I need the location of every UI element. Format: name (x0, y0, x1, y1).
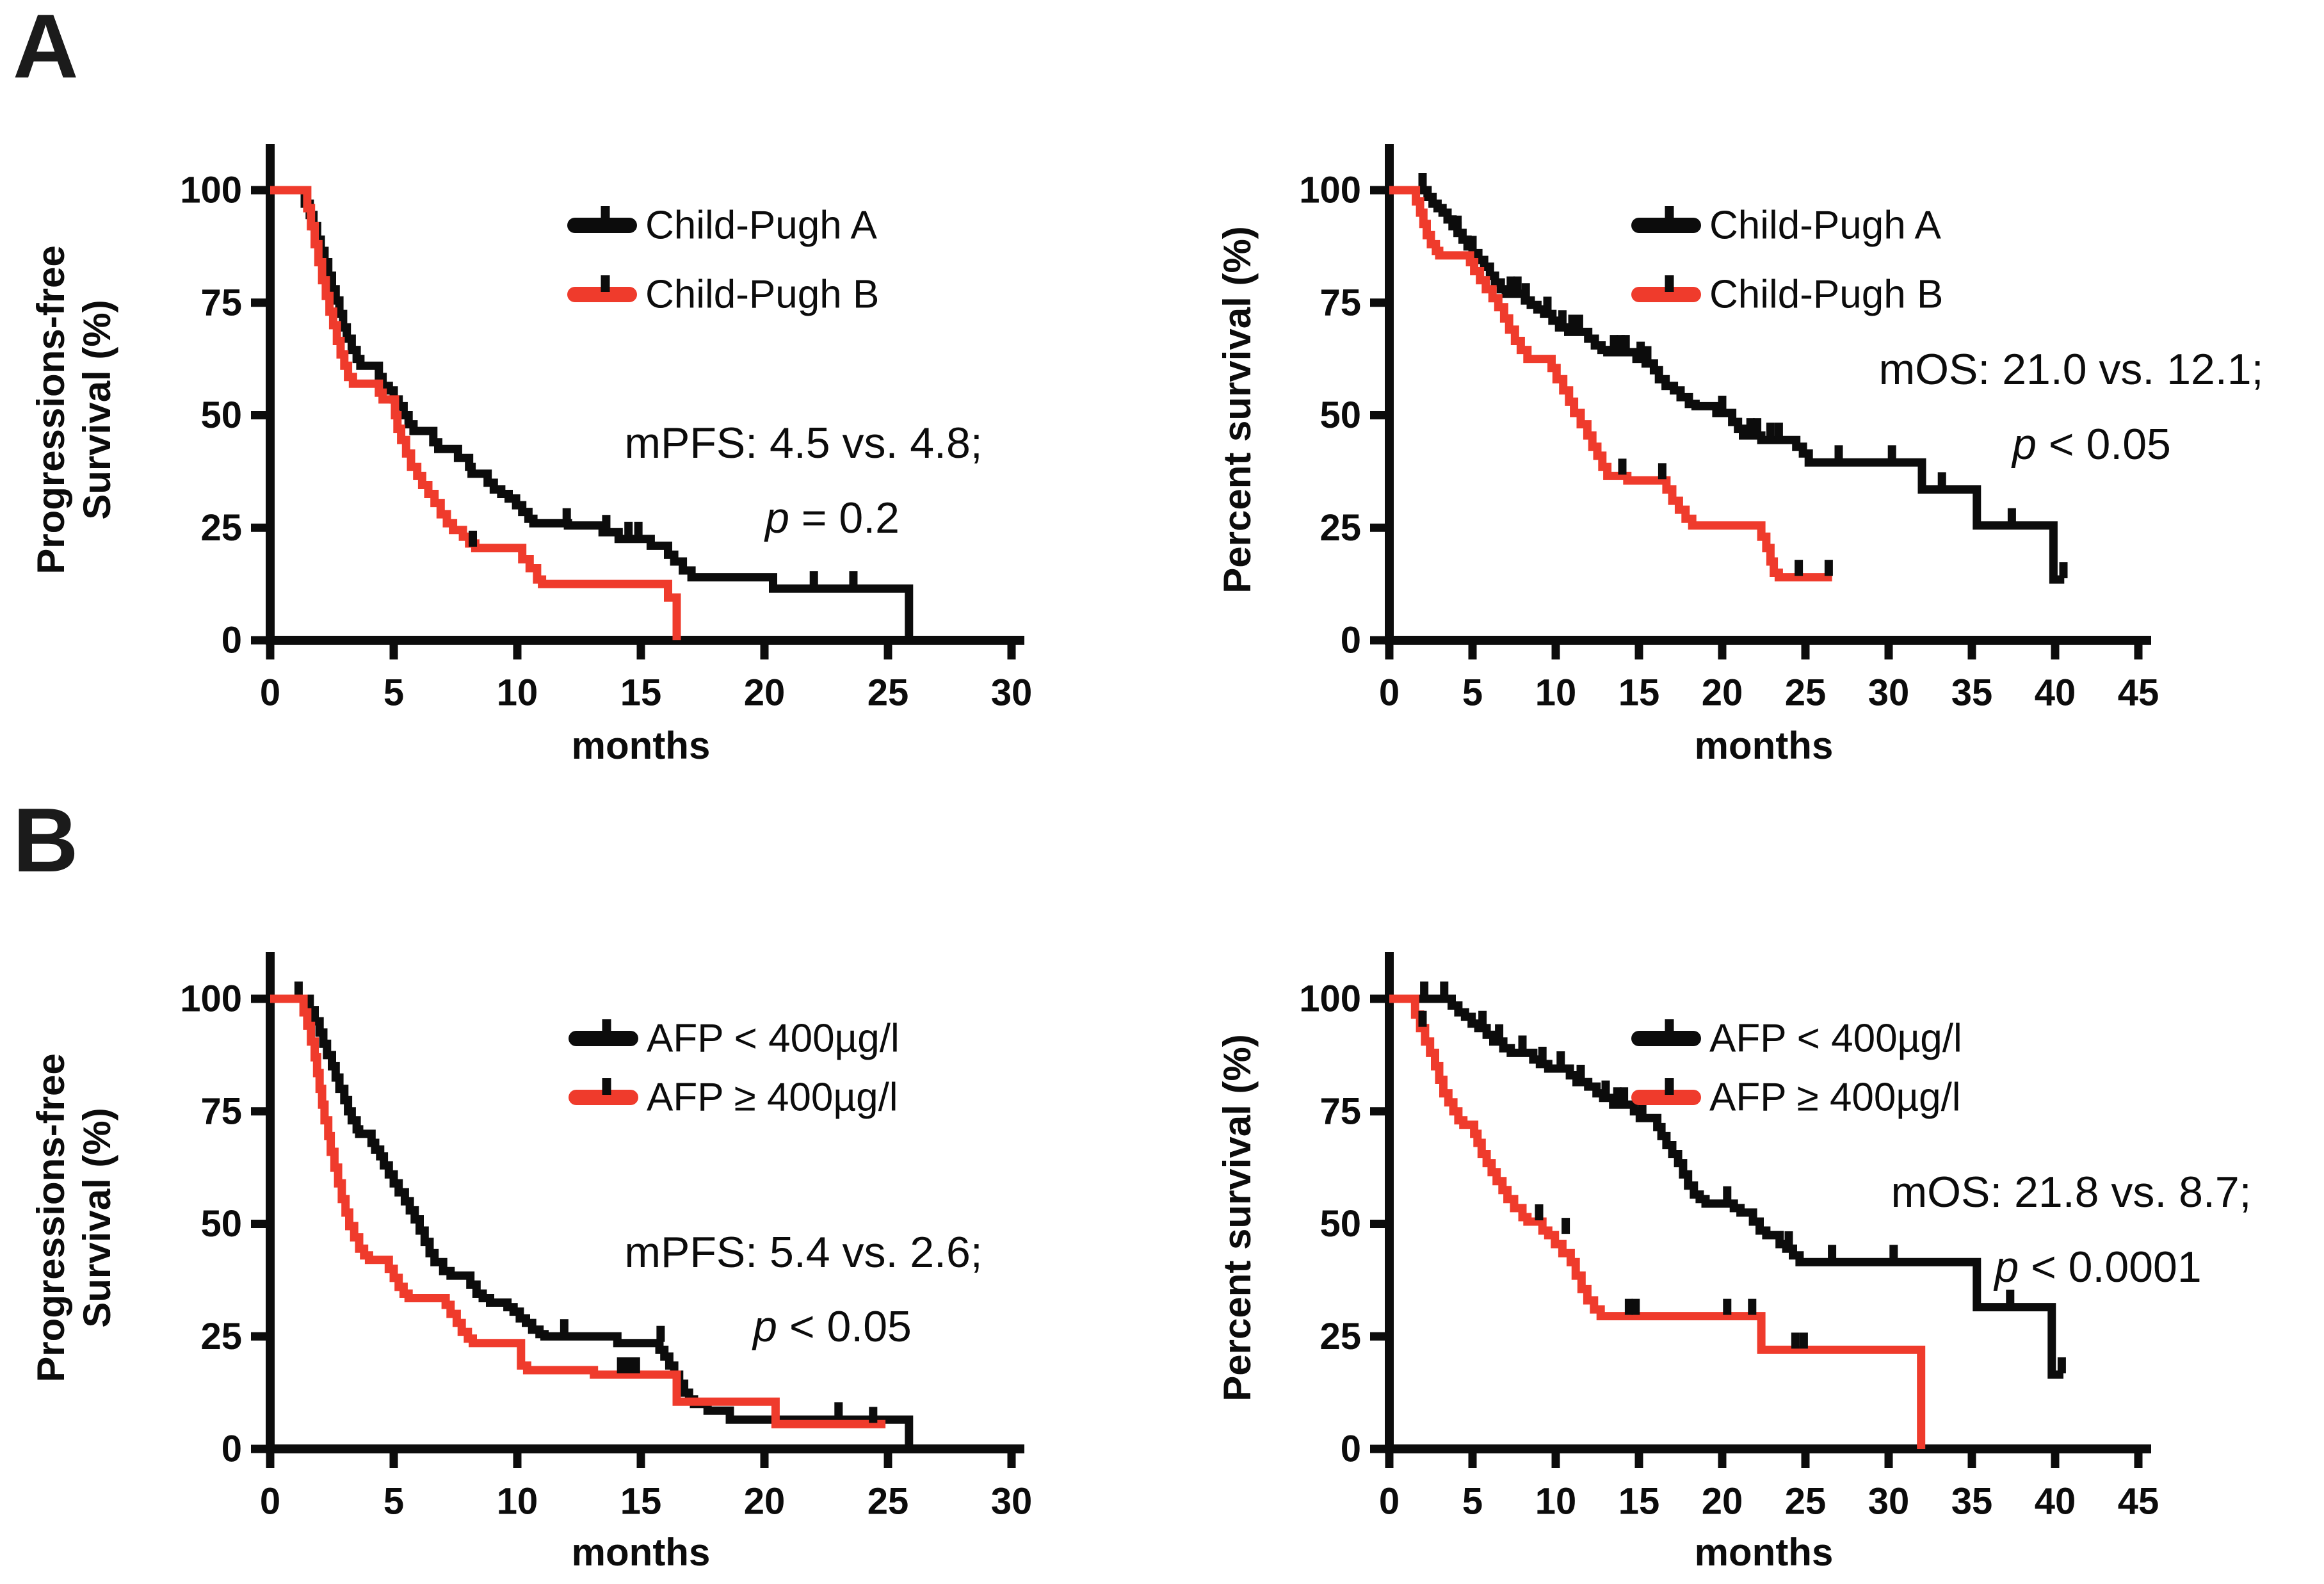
x-tick-label: 15 (620, 1481, 662, 1523)
y-tick-label: 50 (200, 1203, 242, 1245)
y-tick-label: 100 (180, 170, 242, 211)
legend-label: Child-Pugh B (1709, 273, 1943, 317)
x-tick-label: 5 (1462, 672, 1483, 714)
x-tick-label: 5 (1462, 1481, 1483, 1523)
y-tick-label: 50 (200, 394, 242, 436)
x-tick-label: 20 (1702, 672, 1743, 714)
panel-a-os-chart: 0 5 10 15 20 25 30 35 40 45 0 25 50 75 100 months Percen… (1162, 0, 2324, 792)
x-tick-label: 30 (1868, 1481, 1910, 1523)
km-curve-child-pugh-a (270, 186, 914, 640)
x-tick-label: 15 (1618, 1481, 1660, 1523)
y-axis-title: Survival (%) (76, 300, 118, 519)
km-curve-child-pugh-a (1389, 186, 2065, 584)
y-tick-label: 0 (222, 1428, 242, 1470)
legend-label: Child-Pugh A (1709, 204, 1942, 248)
stat-annotation-line2: p < 0.0001 (1993, 1243, 2201, 1291)
y-axis-title: Survival (%) (76, 1108, 118, 1327)
x-axis-title: months (572, 724, 711, 767)
y-tick-label: 25 (200, 1316, 242, 1357)
x-tick-label: 0 (1379, 672, 1400, 714)
y-tick-label: 75 (200, 1090, 242, 1132)
panel-b-label: B (13, 789, 79, 891)
x-axis-title: months (572, 1531, 711, 1574)
x-tick-label: 10 (497, 1481, 538, 1523)
km-chart-b-os-afp: 0 5 10 15 20 25 30 35 40 45 0 25 50 75 100 months Percen… (1216, 952, 2252, 1574)
x-tick-label: 45 (2118, 1481, 2159, 1523)
legend-label: AFP < 400µg/l (1709, 1017, 1962, 1061)
stat-annotation-line1: mOS: 21.0 vs. 12.1; (1879, 345, 2264, 394)
km-curve-afp-400-g-l (270, 994, 886, 1428)
x-tick-label: 20 (744, 1481, 786, 1523)
legend-label: Child-Pugh B (645, 273, 879, 317)
y-tick-label: 25 (1319, 1316, 1361, 1357)
stat-annotation-line1: mOS: 21.8 vs. 8.7; (1891, 1168, 2251, 1216)
y-tick-label: 75 (200, 282, 242, 323)
x-axis-title: months (1695, 724, 1834, 767)
x-tick-label: 30 (1868, 672, 1910, 714)
km-curve-afp-400-g-l (270, 994, 914, 1449)
x-tick-label: 40 (2035, 1481, 2076, 1523)
y-tick-label: 100 (180, 978, 242, 1020)
x-tick-label: 35 (1951, 672, 1993, 714)
x-tick-label: 10 (1535, 672, 1577, 714)
x-tick-label: 25 (867, 672, 909, 714)
y-axis-title: Progressions-free (29, 245, 72, 574)
x-tick-label: 25 (1785, 672, 1827, 714)
stat-annotation-line2: p < 0.05 (752, 1302, 912, 1351)
panel-b-pfs-chart: 0 5 10 15 20 25 30 0 25 50 75 100 months Progressions… (0, 792, 1162, 1584)
legend-label: Child-Pugh A (645, 204, 878, 248)
km-chart-b-pfs-afp: 0 5 10 15 20 25 30 0 25 50 75 100 months Progressions… (29, 952, 1033, 1574)
y-tick-label: 75 (1319, 1090, 1361, 1132)
km-curve-afp-400-g-l (1389, 994, 1926, 1449)
x-tick-label: 15 (1618, 672, 1660, 714)
x-tick-label: 5 (383, 672, 404, 714)
y-axis-title: Percent survival (%) (1216, 1034, 1259, 1402)
legend-label: AFP ≥ 400µg/l (647, 1076, 898, 1120)
y-tick-label: 50 (1319, 394, 1361, 436)
x-tick-label: 40 (2035, 672, 2076, 714)
y-tick-label: 75 (1319, 282, 1361, 323)
y-tick-label: 0 (222, 620, 242, 661)
km-chart-a-pfs-childpugh: 0 5 10 15 20 25 30 0 25 50 75 100 months Progressions… (29, 144, 1033, 767)
y-tick-label: 0 (1341, 620, 1361, 661)
km-curve-child-pugh-b (1389, 186, 1832, 582)
x-tick-label: 10 (497, 672, 538, 714)
panel-b-os-chart: 0 5 10 15 20 25 30 35 40 45 0 25 50 75 100 months Percen… (1162, 792, 2324, 1584)
km-curve-afp-400-g-l (1389, 994, 2063, 1379)
y-tick-label: 0 (1341, 1428, 1361, 1470)
x-tick-label: 5 (383, 1481, 404, 1523)
x-tick-label: 0 (260, 672, 280, 714)
y-axis-title: Progressions-free (29, 1053, 72, 1382)
legend-label: AFP ≥ 400µg/l (1709, 1076, 1961, 1120)
panel-a-label: A (13, 0, 79, 97)
x-tick-label: 20 (744, 672, 786, 714)
x-tick-label: 0 (1379, 1481, 1400, 1523)
y-tick-label: 100 (1299, 170, 1361, 211)
x-tick-label: 0 (260, 1481, 280, 1523)
y-axis-title: Percent survival (%) (1216, 226, 1259, 594)
x-axis-title: months (1695, 1531, 1834, 1574)
y-tick-label: 25 (200, 507, 242, 549)
x-tick-label: 10 (1535, 1481, 1577, 1523)
x-tick-label: 25 (1785, 1481, 1827, 1523)
x-tick-label: 35 (1951, 1481, 1993, 1523)
stat-annotation-line2: p = 0.2 (764, 494, 900, 542)
x-tick-label: 15 (620, 672, 662, 714)
x-tick-label: 20 (1702, 1481, 1743, 1523)
x-tick-label: 30 (991, 1481, 1033, 1523)
x-tick-label: 25 (867, 1481, 909, 1523)
panel-a-pfs-chart: 0 5 10 15 20 25 30 0 25 50 75 100 months Progressions… (0, 0, 1162, 792)
x-tick-label: 45 (2118, 672, 2159, 714)
stat-annotation-line1: mPFS: 5.4 vs. 2.6; (624, 1228, 982, 1277)
y-tick-label: 25 (1319, 507, 1361, 549)
stat-annotation-line1: mPFS: 4.5 vs. 4.8; (624, 419, 982, 467)
stat-annotation-line2: p < 0.05 (2011, 420, 2171, 469)
x-tick-label: 30 (991, 672, 1033, 714)
y-tick-label: 100 (1299, 978, 1361, 1020)
legend-label: AFP < 400µg/l (647, 1017, 900, 1061)
y-tick-label: 50 (1319, 1203, 1361, 1245)
km-chart-a-os-childpugh: 0 5 10 15 20 25 30 35 40 45 0 25 50 75 100 months Percen… (1216, 144, 2264, 767)
km-curve-child-pugh-b (270, 186, 681, 640)
